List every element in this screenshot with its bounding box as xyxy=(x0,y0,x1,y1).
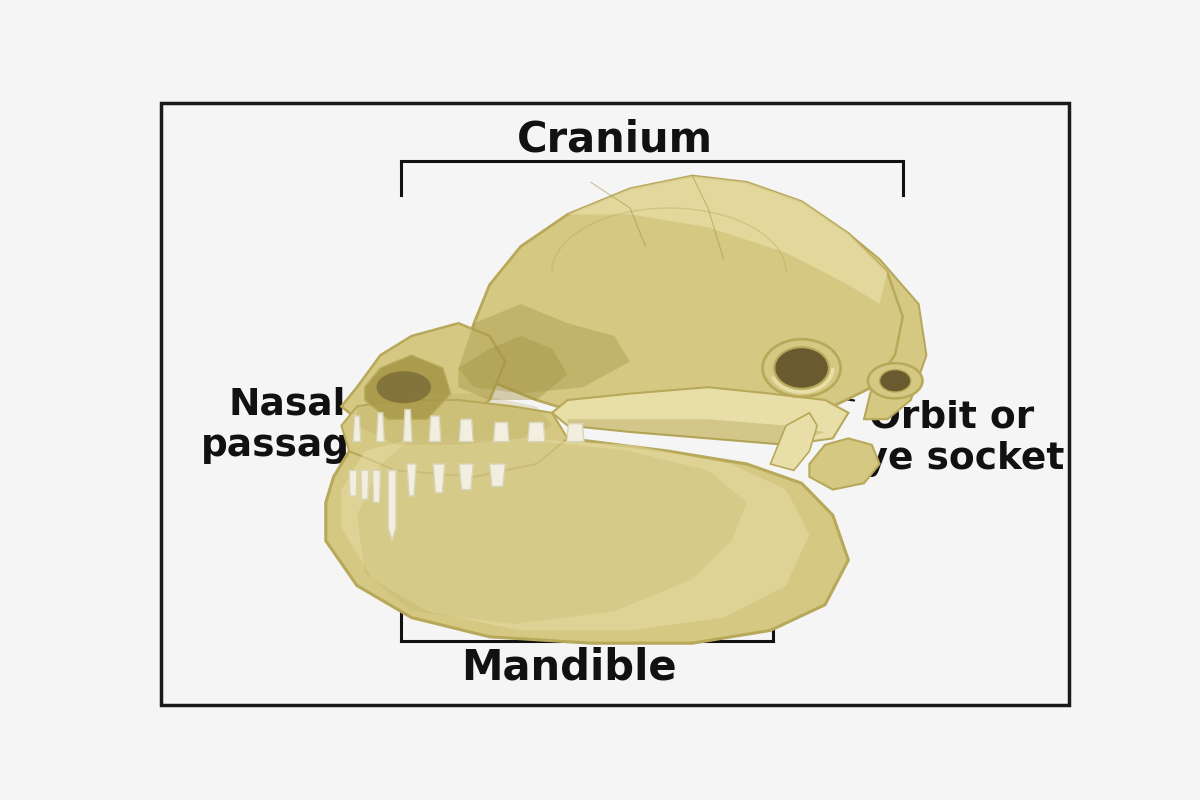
Polygon shape xyxy=(377,413,384,442)
Polygon shape xyxy=(568,176,888,304)
Polygon shape xyxy=(566,424,584,442)
Text: Cranium: Cranium xyxy=(517,118,713,160)
Ellipse shape xyxy=(763,339,841,397)
Polygon shape xyxy=(353,416,361,442)
Polygon shape xyxy=(361,470,368,499)
Polygon shape xyxy=(848,234,926,419)
Polygon shape xyxy=(460,419,473,442)
Polygon shape xyxy=(358,394,552,445)
Ellipse shape xyxy=(377,371,431,403)
Polygon shape xyxy=(490,464,505,486)
Polygon shape xyxy=(458,336,568,400)
Text: Mandible: Mandible xyxy=(461,646,677,689)
Polygon shape xyxy=(389,470,396,541)
Polygon shape xyxy=(770,413,817,470)
Polygon shape xyxy=(430,416,440,442)
Polygon shape xyxy=(407,464,416,496)
Polygon shape xyxy=(528,422,545,442)
Polygon shape xyxy=(552,387,848,445)
Polygon shape xyxy=(403,410,412,442)
Ellipse shape xyxy=(880,370,911,392)
Polygon shape xyxy=(458,304,630,394)
Polygon shape xyxy=(568,419,826,445)
Polygon shape xyxy=(358,438,748,624)
Polygon shape xyxy=(810,438,880,490)
Polygon shape xyxy=(342,323,505,438)
Polygon shape xyxy=(326,432,848,643)
Polygon shape xyxy=(433,464,445,493)
Text: Nasal
passage: Nasal passage xyxy=(200,386,374,464)
Polygon shape xyxy=(342,400,568,477)
Polygon shape xyxy=(460,464,473,490)
Polygon shape xyxy=(493,422,509,442)
Polygon shape xyxy=(349,470,358,496)
Polygon shape xyxy=(373,470,380,502)
Polygon shape xyxy=(458,176,904,426)
Ellipse shape xyxy=(774,347,829,389)
Text: Orbit or
eye socket: Orbit or eye socket xyxy=(839,399,1064,477)
Ellipse shape xyxy=(868,363,923,398)
Polygon shape xyxy=(342,438,810,630)
Polygon shape xyxy=(365,355,451,419)
